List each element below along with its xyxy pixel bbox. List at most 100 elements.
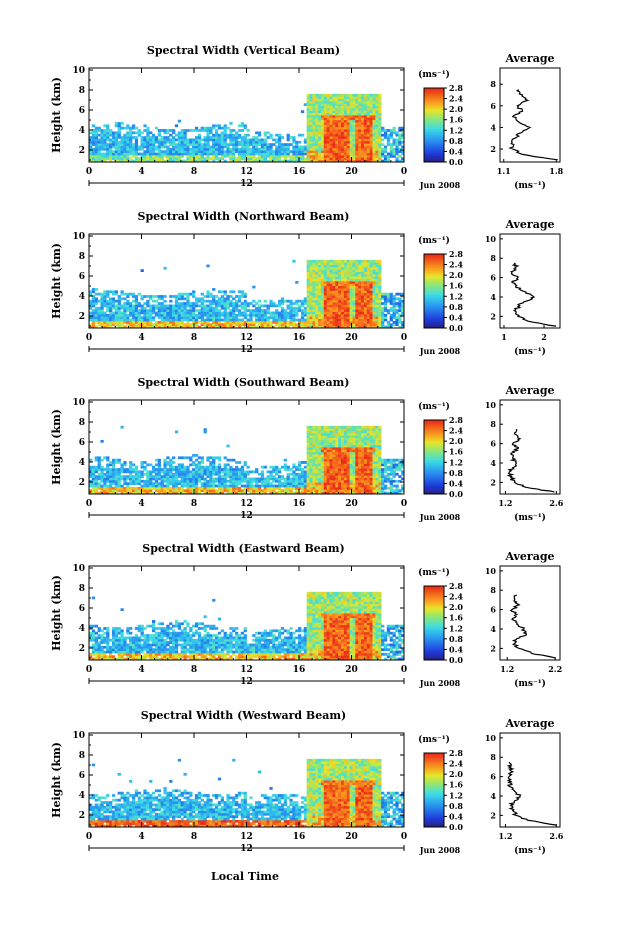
y-tick-label: 6 (79, 106, 85, 116)
average-title: Average (504, 52, 554, 65)
colorbar-tick-label: 2.0 (449, 602, 463, 612)
date-axis-mid-label: 12 (240, 179, 253, 189)
x-tick-label: 12 (240, 333, 253, 343)
x-tick-label: 4 (138, 832, 144, 842)
x-tick-label: 4 (138, 167, 144, 177)
x-axis-label: Local Time (211, 870, 279, 883)
colorbar-frame (423, 253, 445, 329)
colorbar-tick-label: 2.0 (449, 769, 463, 779)
average-y-tick-label: 8 (490, 253, 496, 263)
x-tick-label: 12 (240, 832, 253, 842)
date-axis-mid-label: 12 (240, 844, 253, 854)
colorbar-tick-label: 0.0 (449, 323, 463, 333)
colorbar-tick-label: 0.4 (449, 644, 463, 654)
y-tick-label: 4 (79, 624, 85, 634)
colorbar-tick-label: 0.4 (449, 146, 463, 156)
panel-title: Spectral Width (Westward Beam) (141, 709, 346, 722)
x-tick-label: 0 (86, 333, 92, 343)
x-tick-label: 16 (293, 333, 306, 343)
y-tick-label: 2 (79, 146, 85, 156)
colorbar-tick-label: 0.4 (449, 811, 463, 821)
panel-1: Spectral Width (Vertical Beam) 2 4 6 8 10 Heig… (50, 44, 564, 191)
y-tick-label: 6 (79, 604, 85, 614)
average-y-tick-label: 2 (490, 144, 496, 154)
panel-3: Spectral Width (Southward Beam) 2 4 6 8 10 Hei… (50, 376, 564, 523)
average-unit: (ms⁻¹) (514, 180, 546, 191)
colorbar-unit: (ms⁻¹) (418, 235, 450, 246)
average-x-tick-label: 1.8 (549, 166, 563, 176)
average-title: Average (504, 550, 554, 563)
y-tick-label: 4 (79, 791, 85, 801)
average-title: Average (504, 717, 554, 730)
heatmap-cells (89, 758, 405, 828)
x-tick-label: 0 (401, 832, 407, 842)
colorbar-tick-label: 0.4 (449, 478, 463, 488)
average-title: Average (504, 384, 554, 397)
colorbar-tick-label: 1.6 (449, 613, 463, 623)
average-unit: (ms⁻¹) (514, 512, 546, 523)
y-axis-label: Height (km) (50, 742, 63, 818)
average-x-tick-label: 1.2 (498, 498, 512, 508)
panel-title: Spectral Width (Southward Beam) (137, 376, 349, 389)
date-axis-mid-label: 12 (240, 511, 253, 521)
date-label: Jun 2008 (419, 845, 461, 855)
panel-title: Spectral Width (Eastward Beam) (142, 542, 344, 555)
y-tick-label: 10 (72, 232, 85, 242)
colorbar (424, 254, 444, 329)
x-tick-label: 20 (345, 499, 358, 509)
y-tick-label: 4 (79, 126, 85, 136)
average-x-tick-label: 2.2 (548, 664, 562, 674)
colorbar-tick-label: 0.8 (449, 634, 463, 644)
average-y-tick-label: 4 (490, 122, 496, 132)
colorbar-tick-label: 2.8 (449, 581, 463, 591)
colorbar-unit: (ms⁻¹) (418, 734, 450, 745)
x-tick-label: 4 (138, 333, 144, 343)
x-tick-label: 16 (293, 499, 306, 509)
y-axis-label: Height (km) (50, 77, 63, 153)
y-tick-label: 10 (72, 731, 85, 741)
average-x-tick-label: 1 (501, 332, 507, 342)
y-axis-label: Height (km) (50, 575, 63, 651)
average-profile-line (508, 89, 558, 161)
colorbar-tick-label: 1.2 (449, 790, 463, 800)
colorbar-tick-label: 1.6 (449, 115, 463, 125)
colorbar-frame (423, 87, 445, 163)
x-tick-label: 0 (86, 832, 92, 842)
colorbar-frame (423, 752, 445, 828)
y-tick-label: 6 (79, 438, 85, 448)
colorbar-tick-label: 0.8 (449, 136, 463, 146)
average-y-tick-label: 6 (490, 273, 496, 283)
average-x-tick-label: 1.1 (497, 166, 511, 176)
panel-5: Spectral Width (Westward Beam) 2 4 6 8 10 Heig… (50, 709, 564, 856)
average-title: Average (504, 218, 554, 231)
colorbar-tick-label: 2.0 (449, 270, 463, 280)
x-tick-label: 20 (345, 167, 358, 177)
date-label: Jun 2008 (419, 180, 461, 190)
average-x-tick-label: 1.2 (500, 664, 514, 674)
colorbar-tick-label: 2.0 (449, 436, 463, 446)
colorbar-tick-label: 0.0 (449, 489, 463, 499)
x-tick-label: 20 (345, 832, 358, 842)
colorbar-tick-label: 1.2 (449, 125, 463, 135)
colorbar-tick-label: 2.4 (449, 759, 463, 769)
colorbar-unit: (ms⁻¹) (418, 69, 450, 80)
y-tick-label: 8 (79, 584, 85, 594)
x-tick-label: 16 (293, 665, 306, 675)
y-tick-label: 10 (72, 564, 85, 574)
average-y-tick-label: 4 (490, 458, 496, 468)
x-tick-label: 0 (86, 499, 92, 509)
y-tick-label: 10 (72, 398, 85, 408)
y-tick-label: 6 (79, 771, 85, 781)
x-tick-label: 4 (138, 499, 144, 509)
colorbar-tick-label: 2.4 (449, 426, 463, 436)
average-y-tick-label: 6 (490, 101, 496, 111)
average-x-tick-label: 2.6 (549, 498, 563, 508)
average-y-tick-label: 6 (490, 605, 496, 615)
y-tick-label: 2 (79, 312, 85, 322)
colorbar (424, 420, 444, 495)
x-tick-label: 12 (240, 499, 253, 509)
x-tick-label: 20 (345, 333, 358, 343)
panel-title: Spectral Width (Northward Beam) (138, 210, 350, 223)
y-axis-label: Height (km) (50, 409, 63, 485)
y-tick-label: 8 (79, 751, 85, 761)
